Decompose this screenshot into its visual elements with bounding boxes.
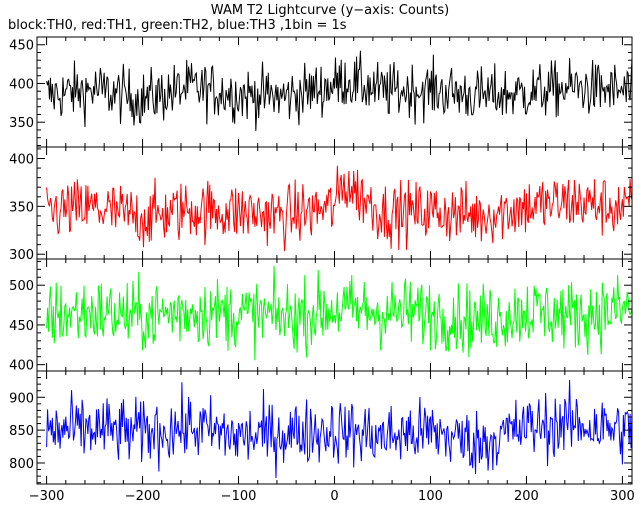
- x-tick-label: 300: [610, 489, 635, 504]
- x-tick-label: −200: [125, 489, 161, 504]
- y-tick-label: 850: [9, 424, 34, 439]
- chart-subtitle: block:TH0, red:TH1, green:TH2, blue:TH3 …: [8, 18, 347, 33]
- y-tick-label: 400: [9, 152, 34, 167]
- y-tick-label: 500: [9, 279, 34, 294]
- panel-th3: 800 850 900: [9, 370, 633, 485]
- x-tick-label: −300: [29, 489, 65, 504]
- chart-title: WAM T2 Lightcurve (y−axis: Counts): [211, 3, 449, 18]
- y-tick-label: 300: [9, 248, 34, 263]
- y-tick-label: 450: [9, 39, 34, 54]
- y-tick-label: 400: [9, 77, 34, 92]
- series-line-th2: [46, 265, 632, 361]
- x-tick-label: −100: [221, 489, 257, 504]
- series-line-th0: [46, 50, 632, 131]
- x-tick-label: 200: [514, 489, 539, 504]
- y-tick-label: 800: [9, 457, 34, 472]
- x-tick-label: 100: [418, 489, 443, 504]
- series-line-th1: [46, 165, 632, 252]
- y-tick-label: 450: [9, 319, 34, 334]
- y-tick-label: 400: [9, 359, 34, 374]
- y-tick-label: 350: [9, 200, 34, 215]
- y-tick-label: 350: [9, 116, 34, 131]
- x-axis: −300 −200 −100 0 100 200 300: [29, 489, 635, 504]
- panel-th0: 350 400 450: [9, 36, 633, 148]
- panel-th2: 400 450 500: [9, 258, 633, 374]
- series-line-th3: [46, 379, 632, 478]
- panels-group: 350 400 450 300 350 400 400 450 500 800 850 900: [9, 36, 633, 485]
- x-tick-label: 0: [330, 489, 338, 504]
- y-tick-label: 900: [9, 391, 34, 406]
- panel-th1: 300 350 400: [9, 146, 633, 263]
